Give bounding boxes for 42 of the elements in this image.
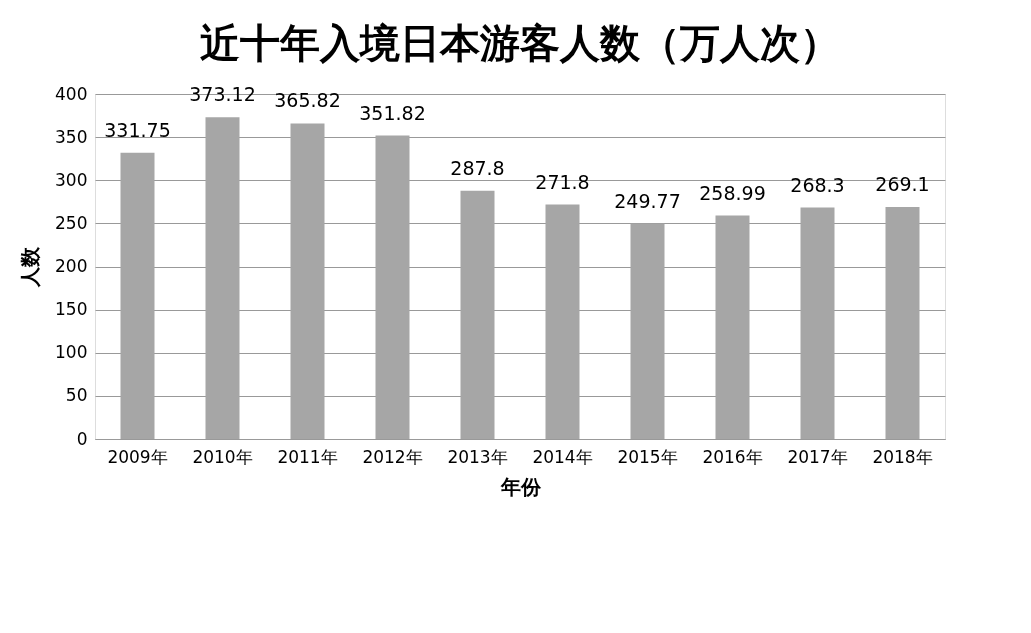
data-label: 351.82 bbox=[359, 101, 426, 124]
y-tick-label: 150 bbox=[55, 299, 88, 320]
y-tick-label: 400 bbox=[55, 83, 88, 104]
y-tick-label: 0 bbox=[76, 428, 88, 449]
bar bbox=[460, 190, 495, 439]
y-axis-title: 人数 bbox=[18, 246, 43, 288]
x-tick-label: 2018年 bbox=[872, 446, 933, 467]
x-tick-label: 2010年 bbox=[192, 446, 253, 467]
data-label: 249.77 bbox=[614, 189, 681, 212]
x-tick-label: 2015年 bbox=[617, 446, 678, 467]
x-tick-label: 2009年 bbox=[107, 446, 168, 467]
bar bbox=[545, 204, 580, 439]
bar bbox=[715, 215, 750, 439]
bar bbox=[630, 223, 665, 439]
bar bbox=[205, 117, 240, 439]
data-label: 365.82 bbox=[274, 89, 341, 112]
y-tick-label: 100 bbox=[55, 342, 88, 363]
x-tick-label: 2012年 bbox=[362, 446, 423, 467]
data-label: 331.75 bbox=[104, 118, 171, 141]
x-tick-label: 2017年 bbox=[787, 446, 848, 467]
y-tick-label: 200 bbox=[55, 256, 88, 276]
data-label: 269.1 bbox=[875, 172, 930, 195]
bar bbox=[885, 206, 920, 439]
x-tick-label: 2013年 bbox=[447, 446, 508, 467]
data-label: 373.12 bbox=[189, 83, 256, 106]
y-tick-label: 350 bbox=[55, 126, 88, 147]
data-label: 258.99 bbox=[699, 181, 766, 204]
y-tick-label: 300 bbox=[55, 169, 88, 190]
x-axis-title: 年份 bbox=[499, 474, 542, 499]
bar bbox=[120, 152, 155, 439]
y-tick-label: 50 bbox=[65, 385, 88, 406]
bar bbox=[800, 207, 835, 439]
data-label: 287.8 bbox=[450, 156, 505, 179]
x-tick-label: 2011年 bbox=[277, 446, 338, 467]
bar bbox=[375, 135, 410, 439]
data-label: 271.8 bbox=[535, 170, 590, 193]
bar bbox=[290, 123, 325, 439]
data-label: 268.3 bbox=[790, 173, 845, 196]
chart-title: 近十年入境日本游客人数（万人次） bbox=[200, 19, 840, 66]
y-tick-label: 250 bbox=[55, 212, 88, 233]
x-tick-label: 2014年 bbox=[532, 446, 593, 467]
x-tick-label: 2016年 bbox=[702, 446, 763, 467]
